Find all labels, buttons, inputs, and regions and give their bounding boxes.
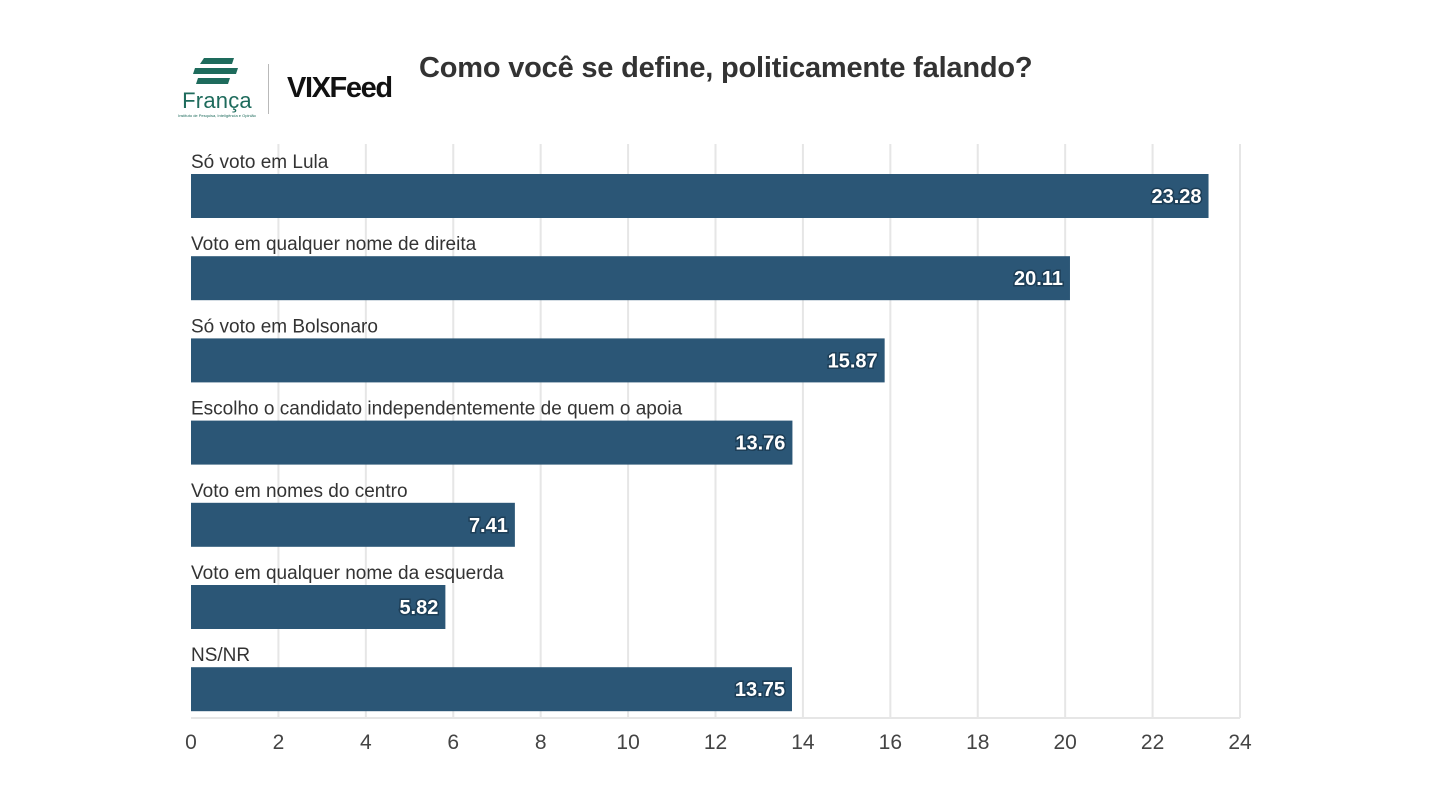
x-tick-label: 18 bbox=[966, 731, 989, 754]
category-label: NS/NR bbox=[191, 645, 250, 666]
bar bbox=[191, 256, 1070, 301]
x-tick-label: 8 bbox=[535, 731, 547, 754]
franca-tagline: Instituto de Pesquisa, Inteligência e Op… bbox=[178, 113, 256, 118]
x-tick-label: 14 bbox=[791, 731, 815, 754]
category-label: Voto em nomes do centro bbox=[191, 481, 408, 502]
category-label: Voto em qualquer nome da esquerda bbox=[191, 563, 504, 584]
chart-header: França Instituto de Pesquisa, Inteligênc… bbox=[0, 0, 1440, 130]
category-label: Só voto em Lula bbox=[191, 152, 329, 173]
x-tick-label: 0 bbox=[185, 731, 197, 754]
franca-wordmark: França bbox=[182, 88, 252, 113]
x-tick-label: 2 bbox=[273, 731, 285, 754]
franca-flag-icon bbox=[193, 58, 238, 84]
bar bbox=[191, 174, 1209, 218]
x-tick-label: 10 bbox=[616, 731, 639, 754]
value-label: 7.41 bbox=[469, 515, 508, 537]
vixfeed-logo: VIXFeed bbox=[287, 72, 393, 104]
value-label: 23.28 bbox=[1151, 186, 1201, 208]
x-tick-label: 12 bbox=[704, 731, 727, 754]
x-tick-label: 22 bbox=[1141, 731, 1164, 754]
x-tick-label: 6 bbox=[447, 731, 459, 754]
value-label: 15.87 bbox=[828, 350, 878, 372]
value-label: 20.11 bbox=[1014, 268, 1063, 290]
value-label: 13.75 bbox=[735, 679, 785, 701]
category-label: Escolho o candidato independentemente de… bbox=[191, 399, 683, 420]
bar bbox=[191, 667, 792, 712]
x-tick-label: 16 bbox=[879, 731, 902, 754]
bar bbox=[191, 585, 446, 629]
value-label: 13.76 bbox=[735, 433, 785, 455]
x-tick-label: 4 bbox=[360, 731, 372, 754]
franca-logo: França Instituto de Pesquisa, Inteligênc… bbox=[176, 54, 258, 120]
bar bbox=[191, 420, 793, 465]
value-label: 5.82 bbox=[399, 597, 438, 619]
bar bbox=[191, 338, 885, 383]
category-label: Voto em qualquer nome de direita bbox=[191, 234, 477, 255]
logo-divider bbox=[268, 64, 269, 114]
bar bbox=[191, 502, 515, 547]
x-tick-label: 20 bbox=[1053, 731, 1076, 754]
chart-title: Como você se define, politicamente falan… bbox=[419, 52, 1033, 84]
x-tick-label: 24 bbox=[1228, 731, 1252, 754]
category-label: Só voto em Bolsonaro bbox=[191, 316, 378, 337]
